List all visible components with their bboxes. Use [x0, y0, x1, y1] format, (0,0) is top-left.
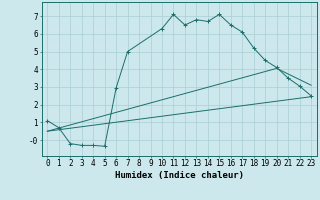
X-axis label: Humidex (Indice chaleur): Humidex (Indice chaleur)	[115, 171, 244, 180]
